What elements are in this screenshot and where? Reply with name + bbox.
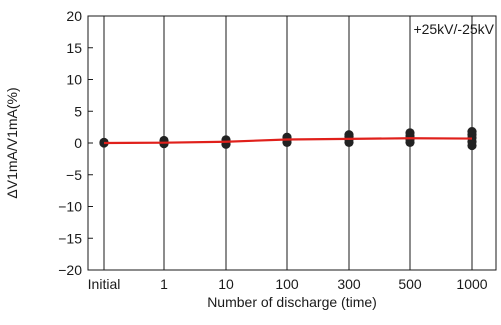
y-tick-label-0: 20 <box>66 8 82 24</box>
data-point-7 <box>221 135 231 145</box>
x-tick-label-0: Initial <box>88 276 121 292</box>
grid-layer <box>103 16 473 270</box>
x-tick-label-1: 1 <box>160 276 168 292</box>
annotation-label: +25kV/-25kV <box>413 21 494 37</box>
y-tick-layer: 20 15 10 5 0 −5 −10 −15 −20 <box>58 8 93 278</box>
y-tick-label-6: −10 <box>58 199 82 215</box>
data-point-23 <box>467 126 477 137</box>
y-axis-title: ΔV1mA/V1mA(%) <box>4 87 20 198</box>
y-tick-label-4: 0 <box>74 135 82 151</box>
y-tick-label-7: −15 <box>58 230 82 246</box>
x-tick-label-6: 1000 <box>456 276 487 292</box>
y-tick-label-5: −5 <box>66 167 82 183</box>
x-axis-title: Number of discharge (time) <box>207 294 377 310</box>
x-tick-label-2: 10 <box>218 276 234 292</box>
y-tick-label-3: 5 <box>74 103 82 119</box>
x-tick-label-3: 100 <box>275 276 299 292</box>
series-line-layer <box>103 137 473 145</box>
series-line <box>103 137 473 145</box>
data-point-14 <box>344 130 354 140</box>
x-tick-label-4: 300 <box>337 276 361 292</box>
x-tick-label-5: 500 <box>398 276 422 292</box>
y-tick-label-2: 10 <box>66 72 82 88</box>
data-point-18 <box>405 128 415 138</box>
x-tick-layer: Initial 1 10 100 300 500 1000 <box>88 276 488 292</box>
y-tick-label-1: 15 <box>66 40 82 56</box>
y-tick-label-8: −20 <box>58 262 82 278</box>
